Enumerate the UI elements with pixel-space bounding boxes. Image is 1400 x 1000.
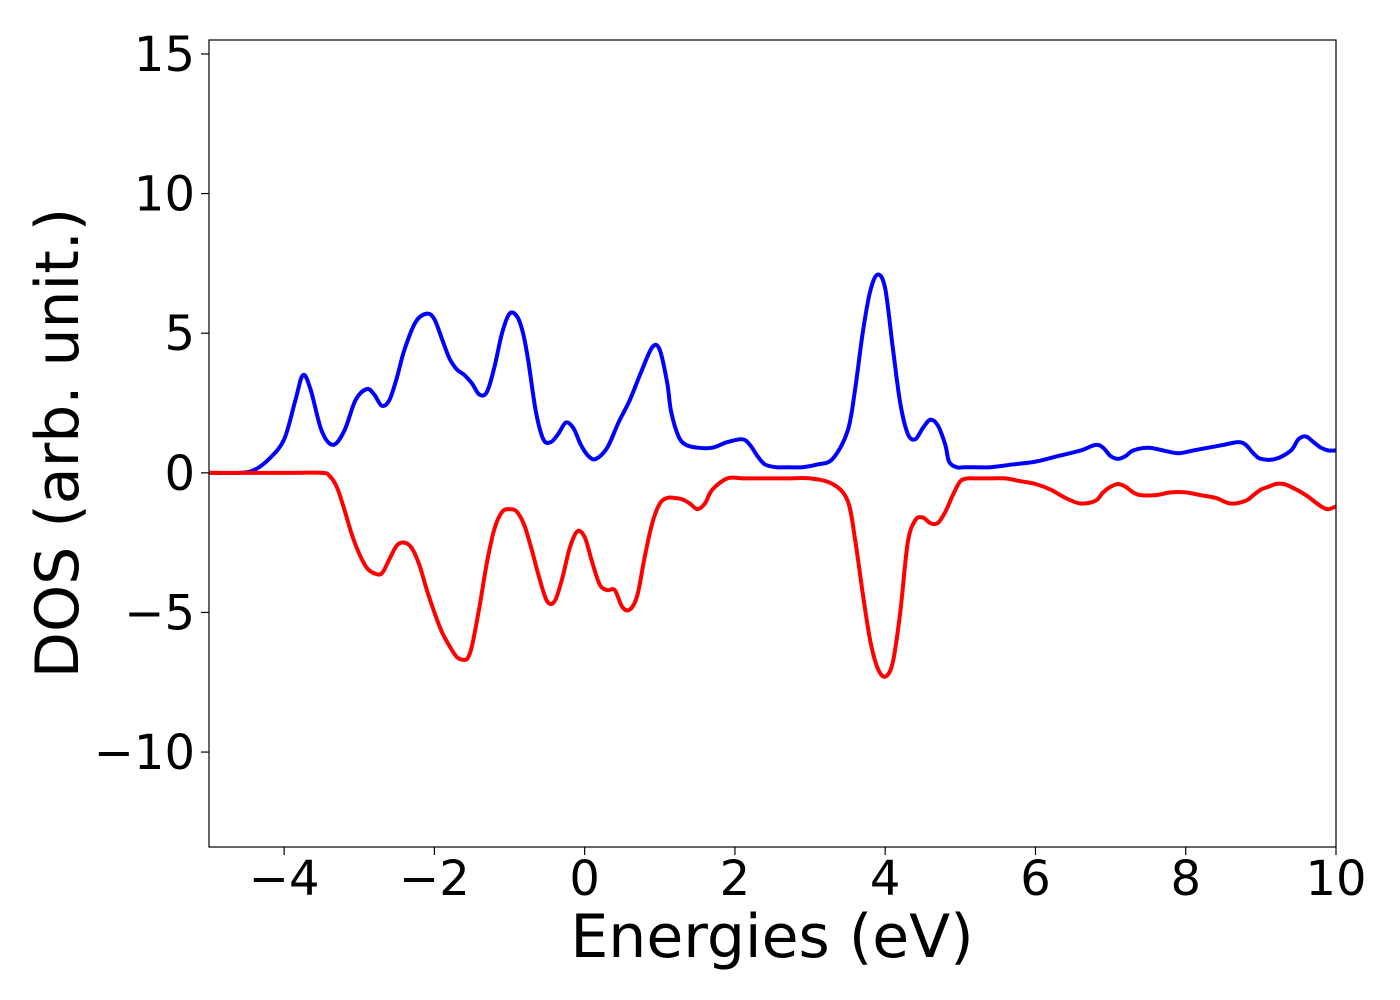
x-tick-label: 6	[1020, 851, 1051, 907]
y-axis: −10 −5 0 5 10 15	[94, 27, 209, 781]
x-tick-label: 10	[1305, 851, 1366, 907]
plot-frame	[208, 39, 1337, 848]
x-tick-label: 8	[1170, 851, 1201, 907]
x-tick-label: −2	[399, 851, 470, 907]
y-axis-label: DOS (arb. unit.)	[23, 208, 93, 678]
series-line-2	[209, 470, 1336, 679]
y-tick-label: 15	[134, 27, 195, 83]
series-line-1	[209, 272, 1336, 476]
x-tick-label: −4	[249, 851, 320, 907]
x-axis: −4 −2 0 2 4 6 8 10	[249, 847, 1367, 907]
x-tick-label: 4	[870, 851, 901, 907]
y-tick-label: 5	[164, 306, 195, 362]
y-tick-label: 10	[134, 167, 195, 223]
plot-area	[208, 39, 1337, 848]
y-tick-label: −10	[94, 725, 195, 781]
x-tick-label: 0	[569, 851, 600, 907]
y-tick-label: −5	[124, 585, 195, 641]
x-tick-label: 2	[720, 851, 751, 907]
x-axis-label: Energies (eV)	[570, 902, 973, 972]
y-tick-label: 0	[164, 446, 195, 502]
